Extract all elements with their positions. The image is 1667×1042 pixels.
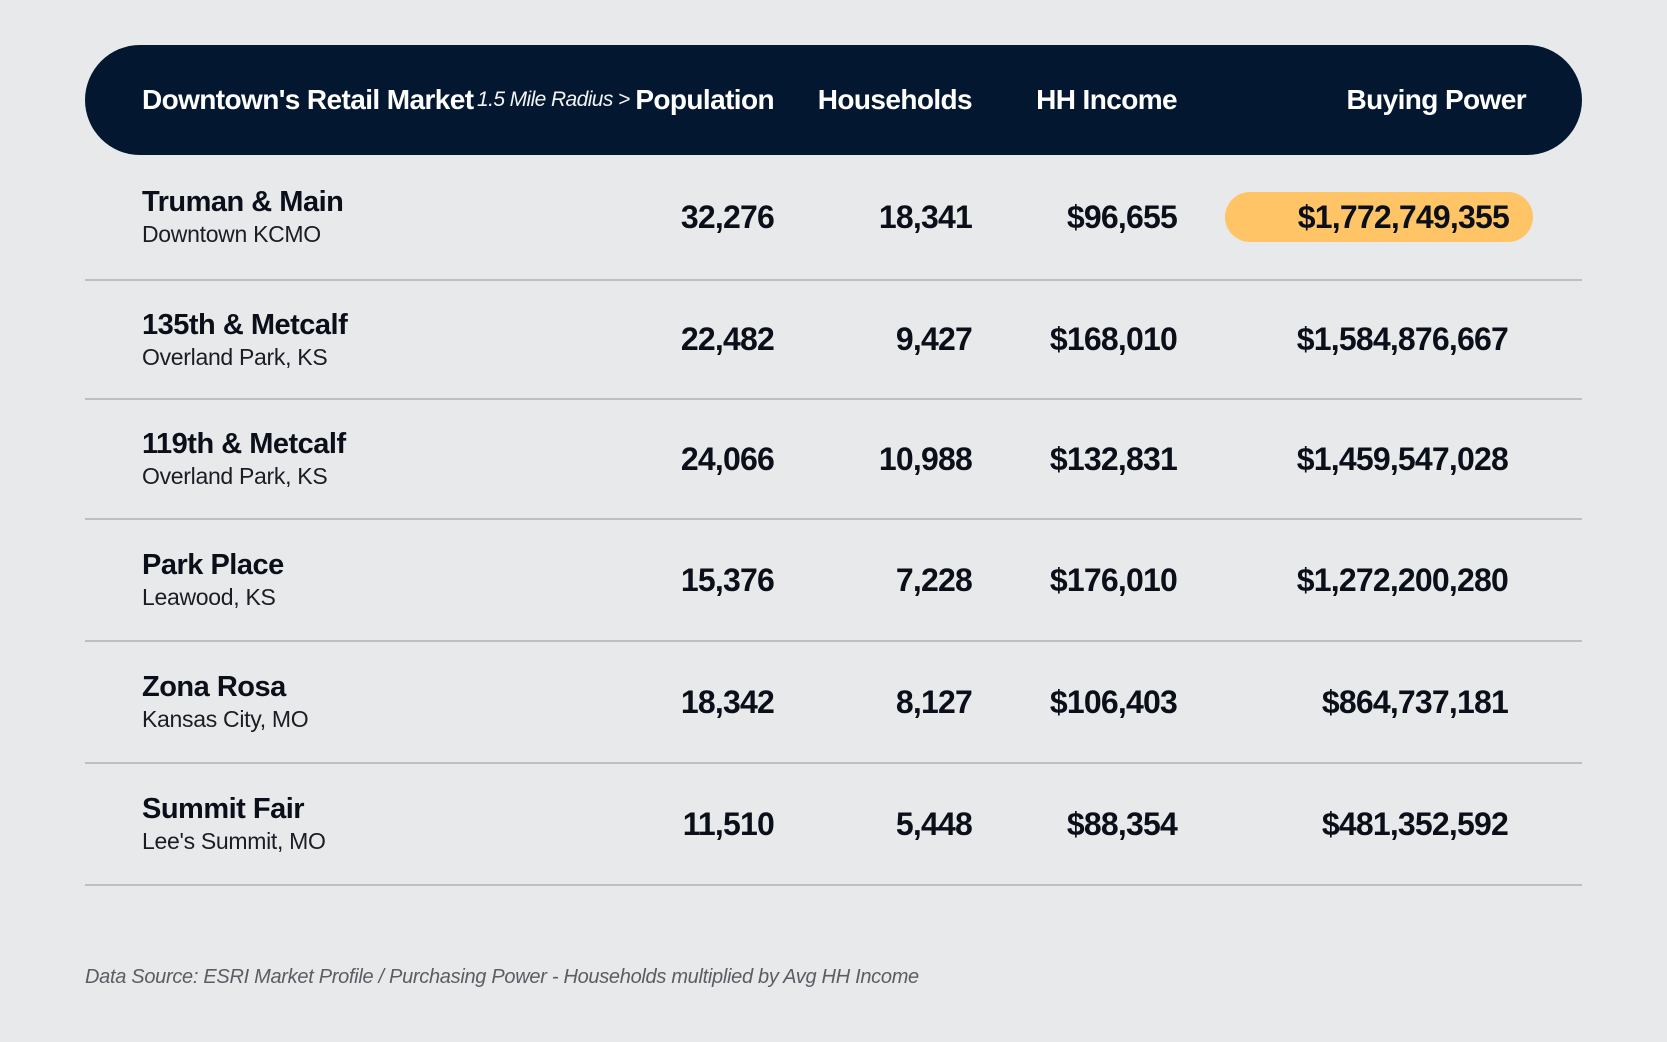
population-value: 11,510 [682,805,775,842]
table-row: 119th & Metcalf Overland Park, KS 24,066… [85,400,1582,520]
buying-power-highlight: $1,772,749,355 [1225,192,1533,242]
households-value: 8,127 [895,683,973,720]
population-value: 24,066 [680,440,775,477]
market-name-block: Summit Fair Lee's Summit, MO [142,792,326,856]
buying-power-value: $1,272,200,280 [1296,561,1509,598]
buying-power-value: $1,772,749,355 [1297,198,1510,235]
hh-income-value: $96,655 [1066,198,1178,235]
header-title: Downtown's Retail Market [142,84,474,115]
buying-power-value: $481,352,592 [1321,805,1509,842]
header-hh-income: HH Income [1036,84,1177,115]
hh-income-value: $106,403 [1049,683,1178,720]
households-value: 5,448 [895,805,973,842]
market-location: Downtown KCMO [142,221,321,247]
data-source-note: Data Source: ESRI Market Profile / Purch… [85,966,919,988]
population-value: 22,482 [680,321,775,357]
buying-power-value: $1,459,547,028 [1296,440,1509,477]
market-name-block: Truman & Main Downtown KCMO [142,185,344,249]
hh-income-value: $176,010 [1049,561,1178,598]
market-location: Lee's Summit, MO [142,828,326,854]
table-row: Zona Rosa Kansas City, MO 18,342 8,127 $… [85,642,1582,764]
market-name-block: Zona Rosa Kansas City, MO [142,670,309,734]
population-value: 15,376 [680,561,775,598]
population-value: 32,276 [680,198,775,235]
population-value: 18,342 [680,683,775,720]
market-location: Overland Park, KS [142,343,328,370]
market-name: 119th & Metcalf [142,428,346,460]
market-name: Summit Fair [142,793,305,825]
households-value: 9,427 [895,321,973,357]
market-location: Overland Park, KS [142,463,328,489]
header-buying-power: Buying Power [1346,84,1527,115]
market-name-block: Park Place Leawood, KS [142,548,284,612]
table-body: Truman & Main Downtown KCMO 32,276 18,34… [85,155,1582,886]
households-value: 10,988 [878,440,973,477]
buying-power-value: $1,584,876,667 [1296,321,1509,357]
market-name: 135th & Metcalf [142,308,348,341]
households-value: 18,341 [878,198,973,235]
table-row: Summit Fair Lee's Summit, MO 11,510 5,44… [85,764,1582,886]
households-value: 7,228 [895,561,973,598]
market-name: Zona Rosa [142,671,286,703]
hh-income-value: $132,831 [1049,440,1178,477]
header-population: Population [635,84,774,115]
buying-power-value: $864,737,181 [1321,683,1509,720]
header-households: Households [817,84,973,115]
table-row: Park Place Leawood, KS 15,376 7,228 $176… [85,520,1582,642]
hh-income-value: $168,010 [1049,321,1178,357]
table-row: 135th & Metcalf Overland Park, KS 22,482… [85,281,1582,400]
market-location: Kansas City, MO [142,706,309,732]
retail-market-table: Downtown's Retail Market 1.5 Mile Radius… [85,45,1582,886]
table-header: Downtown's Retail Market 1.5 Mile Radius… [85,45,1582,155]
market-name-block: 135th & Metcalf Overland Park, KS [142,308,348,372]
table-row: Truman & Main Downtown KCMO 32,276 18,34… [85,155,1582,281]
hh-income-value: $88,354 [1066,805,1178,842]
header-radius-label: 1.5 Mile Radius > [477,88,630,111]
market-location: Leawood, KS [142,584,276,610]
market-name: Truman & Main [142,186,344,218]
market-name-block: 119th & Metcalf Overland Park, KS [142,427,346,491]
market-name: Park Place [142,549,284,581]
